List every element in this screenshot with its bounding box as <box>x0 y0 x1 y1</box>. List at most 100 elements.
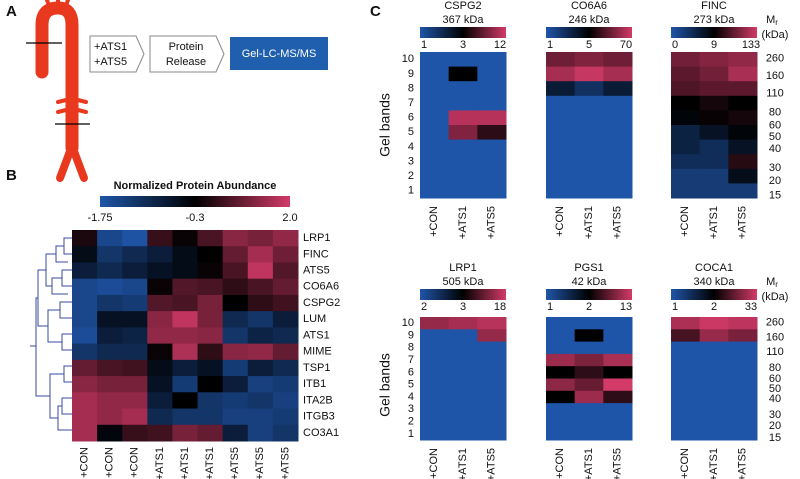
heatmap-cell <box>197 343 224 361</box>
gel-band-cell <box>728 329 758 343</box>
mr-label: 160 <box>766 331 784 343</box>
gel-band-cell <box>603 183 633 199</box>
gel-band-cell <box>671 427 701 441</box>
heatmap-cell <box>72 376 98 393</box>
protein-name: FINC <box>701 0 727 12</box>
column-label: +ATS1 <box>708 448 720 479</box>
gel-band-cell <box>546 110 576 126</box>
gel-band-cell <box>728 81 758 97</box>
gel-band-cell <box>671 353 701 367</box>
heatmap-cell <box>247 343 274 361</box>
heatmap-cell <box>97 230 123 247</box>
gel-band-cell <box>420 353 450 367</box>
heatmap-cell <box>97 246 123 263</box>
gel-band-cell <box>546 317 576 330</box>
gel-band-cell <box>728 183 758 199</box>
gel-band-cell <box>671 329 701 343</box>
gel-band-cell <box>728 353 758 367</box>
gel-band-cell <box>603 353 633 367</box>
gel-band-cell <box>699 329 729 343</box>
heatmap-cell <box>147 359 173 377</box>
gel-band-cell <box>546 390 576 404</box>
row-label: FINC <box>303 248 329 260</box>
protein-mass: 42 kDa <box>572 276 608 288</box>
column-label: +ATS5 <box>486 206 498 239</box>
colorbar-tick-label: 3 <box>460 39 466 51</box>
row-label: CO6A6 <box>303 281 339 293</box>
protein-name: COCA1 <box>695 262 733 274</box>
gel-band-cell <box>546 154 576 170</box>
protein-name: LRP1 <box>449 262 477 274</box>
heatmap-cell <box>272 311 299 328</box>
column-label: +ATS1 <box>154 447 166 479</box>
column-label: +ATS1 <box>583 448 595 479</box>
row-label: MIME <box>303 346 332 358</box>
method-text: Gel-LC-MS/MS <box>242 48 317 60</box>
mr-label: 110 <box>766 87 784 99</box>
mr-unit: (kDa) <box>762 291 789 303</box>
heatmap-cell <box>97 262 123 280</box>
heatmap-cell <box>72 424 98 442</box>
heatmap-cell <box>272 230 299 247</box>
gel-band-cell <box>728 110 758 126</box>
colorbar-tick-label: 13 <box>620 301 632 313</box>
protein-mass: 340 kDa <box>694 276 736 288</box>
gel-band-cell <box>546 341 576 355</box>
gel-band-cell <box>728 139 758 155</box>
gel-band-cell <box>420 125 450 141</box>
gel-band-cell <box>420 168 450 184</box>
gel-band-cell <box>699 341 729 355</box>
column-label: +CON <box>428 206 440 237</box>
mr-label: 40 <box>769 393 781 405</box>
gel-band-cell <box>574 125 604 141</box>
gel-band-cell <box>546 378 576 392</box>
gel-band-cell <box>699 52 729 68</box>
heatmap-cell <box>197 392 224 410</box>
heatmap-cell <box>272 343 299 361</box>
gel-band-cell <box>728 168 758 184</box>
panel-label: C <box>370 3 381 20</box>
band-number: 8 <box>408 82 414 94</box>
gel-band-cell <box>728 378 758 392</box>
gel-band-cell <box>671 110 701 126</box>
heatmap-cell <box>147 311 173 328</box>
gel-band-cell <box>574 427 604 441</box>
gel-band-cell <box>603 125 633 141</box>
gel-band-cell <box>699 154 729 170</box>
gel-band-cell <box>546 329 576 343</box>
gel-band-cell <box>448 66 478 82</box>
gel-band-cell <box>477 341 507 355</box>
gel-band-cell <box>671 66 701 82</box>
heatmap-cell <box>72 294 98 312</box>
mr-label: 160 <box>766 70 784 82</box>
colorbar-tick-label: 18 <box>494 301 506 313</box>
heatmap-cell <box>97 392 123 410</box>
heatmap-cell <box>272 376 299 393</box>
heatmap-cell <box>122 408 148 426</box>
heatmap-cell <box>72 327 98 345</box>
gel-band-cell <box>574 415 604 429</box>
heatmap-cell <box>197 424 224 442</box>
row-label: ITB1 <box>303 378 326 390</box>
band-number: 2 <box>408 415 414 427</box>
colorbar-tick-label: 1 <box>547 301 553 313</box>
mr-unit: (kDa) <box>762 29 789 41</box>
row-label: LRP1 <box>303 232 331 244</box>
heatmap-cell <box>72 408 98 426</box>
gel-band-cell <box>671 168 701 184</box>
column-label: +ATS5 <box>486 448 498 479</box>
heatmap-cell <box>172 311 199 328</box>
gel-band-cell <box>420 403 450 416</box>
gel-band-cell <box>477 378 507 392</box>
gel-band-cell <box>671 154 701 170</box>
heatmap-cell <box>197 327 224 345</box>
gel-band-cell <box>728 317 758 330</box>
gel-band-cell <box>603 95 633 111</box>
gel-band-cell <box>603 403 633 416</box>
gel-band-cell <box>699 95 729 111</box>
gel-band-cell <box>448 390 478 404</box>
band-number: 7 <box>408 354 414 366</box>
heatmap-cell <box>272 246 299 263</box>
heatmap-cell <box>97 311 123 328</box>
gel-band-cell <box>671 390 701 404</box>
